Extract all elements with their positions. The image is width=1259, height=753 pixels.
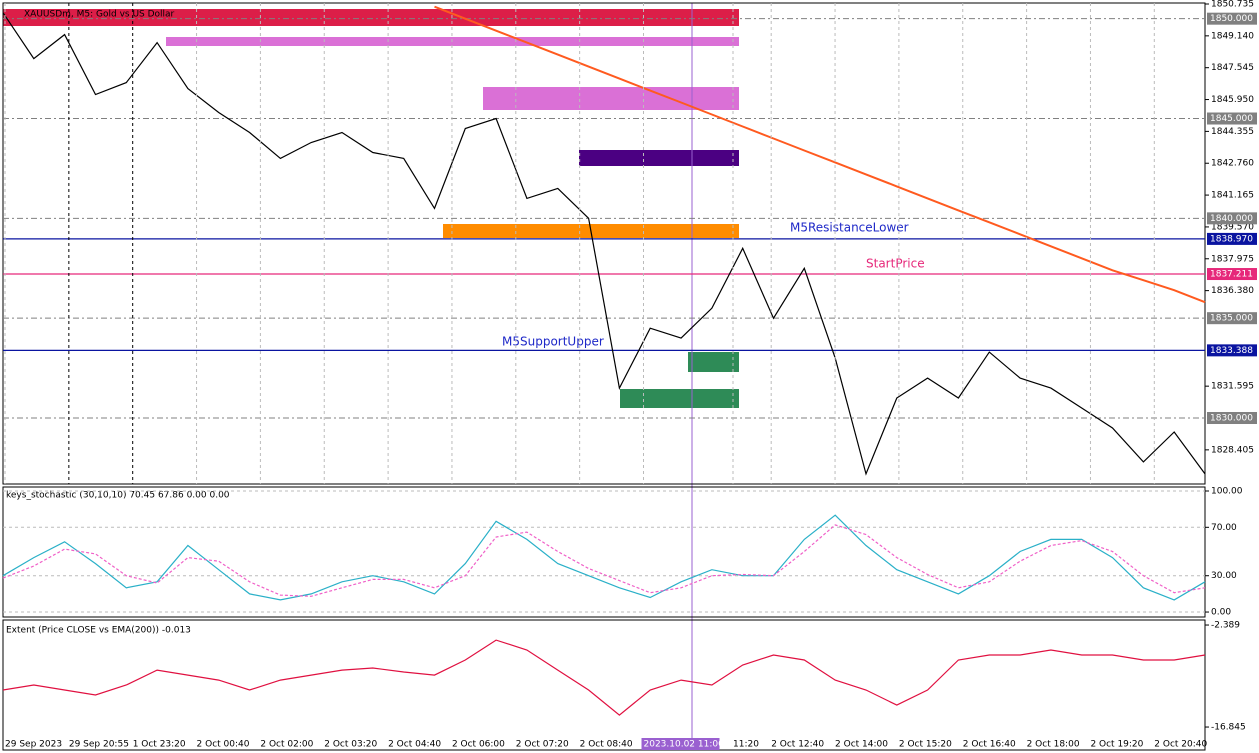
series-line xyxy=(434,5,1206,304)
x-tick-label: 2 Oct 14:00 xyxy=(835,740,888,750)
y-tick-label: 1845.950 xyxy=(1211,95,1254,105)
annotation: StartPrice xyxy=(866,257,925,271)
x-tick-label: 11:20 xyxy=(733,740,759,750)
time-highlight xyxy=(641,738,720,750)
annotation: M5ResistanceLower xyxy=(790,221,909,235)
x-tick-label: 2 Oct 06:00 xyxy=(452,740,505,750)
y-tick-label: 1850.735 xyxy=(1211,0,1254,10)
y-tick-label: 30.00 xyxy=(1211,571,1237,581)
level-label: 1845.000 xyxy=(1210,114,1253,124)
level-box xyxy=(1207,412,1257,425)
y-tick-label: 1842.760 xyxy=(1211,159,1254,169)
y-tick-label: 1831.595 xyxy=(1211,382,1254,392)
y-tick-label: 1849.140 xyxy=(1211,31,1254,41)
level-box xyxy=(1207,232,1257,245)
level-label: 1840.000 xyxy=(1210,214,1253,224)
zone xyxy=(166,37,739,46)
y-tick-label: 1837.975 xyxy=(1211,254,1254,264)
extent-panel xyxy=(2,619,1206,751)
y-tick-label: -16.845 xyxy=(1211,723,1246,733)
zone xyxy=(688,352,739,372)
y-tick-label: 1844.355 xyxy=(1211,127,1254,137)
x-tick-label: 2 Oct 12:40 xyxy=(771,740,824,750)
level-box xyxy=(1207,312,1257,325)
y-tick-label: 0.00 xyxy=(1211,608,1231,618)
level-label: 1850.000 xyxy=(1210,14,1253,24)
x-tick-label: 2 Oct 04:40 xyxy=(388,740,441,750)
level-box xyxy=(1207,268,1257,281)
y-tick-label: 1836.380 xyxy=(1211,286,1254,296)
x-tick-label: 2 Oct 00:40 xyxy=(197,740,250,750)
level-box xyxy=(1207,12,1257,25)
zone xyxy=(3,9,739,26)
level-label: 1838.970 xyxy=(1210,234,1253,244)
x-tick-label: 29 Sep 2023 xyxy=(5,740,62,750)
level-box xyxy=(1207,112,1257,125)
y-tick-label: -2.389 xyxy=(1211,621,1240,631)
x-tick-label: 2 Oct 18:00 xyxy=(1027,740,1080,750)
y-tick-label: 100.00 xyxy=(1211,486,1243,496)
x-tick-label: 29 Sep 20:55 xyxy=(69,740,129,750)
panel-title: XAUUSDm, M5: Gold vs US Dollar xyxy=(24,10,175,20)
x-tick-label: 1 Oct 23:20 xyxy=(133,740,186,750)
stoch-panel xyxy=(2,486,1206,618)
y-tick-label: 1828.405 xyxy=(1211,445,1254,455)
zone xyxy=(620,389,739,408)
annotation: M5SupportUpper xyxy=(502,335,604,349)
level-label: 1835.000 xyxy=(1210,314,1253,324)
x-tick-label: 2 Oct 19:20 xyxy=(1090,740,1143,750)
x-tick-label: 2 Oct 15:20 xyxy=(899,740,952,750)
x-tick-label: 2 Oct 08:40 xyxy=(580,740,633,750)
level-label: 1830.000 xyxy=(1210,414,1253,424)
zone xyxy=(579,150,739,166)
main-panel xyxy=(2,2,1206,485)
series-line xyxy=(2,524,1206,597)
level-label: 1833.388 xyxy=(1210,346,1253,356)
zones xyxy=(3,9,739,408)
series-line xyxy=(2,12,1206,476)
x-tick-label: 2 Oct 02:00 xyxy=(260,740,313,750)
y-tick-label: 1847.545 xyxy=(1211,63,1254,73)
x-tick-label: 2 Oct 07:20 xyxy=(516,740,569,750)
series-line xyxy=(2,514,1206,601)
x-tick-label: 2 Oct 16:40 xyxy=(963,740,1016,750)
level-box xyxy=(1207,212,1257,225)
series-line xyxy=(2,639,1206,716)
y-tick-label: 1839.570 xyxy=(1211,222,1254,232)
zone xyxy=(483,87,739,110)
level-label: 1837.211 xyxy=(1210,270,1253,280)
panel-title: keys_stochastic (30,10,10) 70.45 67.86 0… xyxy=(6,491,230,501)
y-tick-label: 70.00 xyxy=(1211,523,1237,533)
level-box xyxy=(1207,344,1257,357)
y-tick-label: 1841.165 xyxy=(1211,191,1254,201)
x-tick-label: 2023.10.02 11:00 xyxy=(644,740,725,750)
x-tick-label: 2 Oct 20:40 xyxy=(1154,740,1207,750)
x-tick-label: 2 Oct 03:20 xyxy=(324,740,377,750)
panel-title: Extent (Price CLOSE vs EMA(200)) -0.013 xyxy=(6,626,191,636)
